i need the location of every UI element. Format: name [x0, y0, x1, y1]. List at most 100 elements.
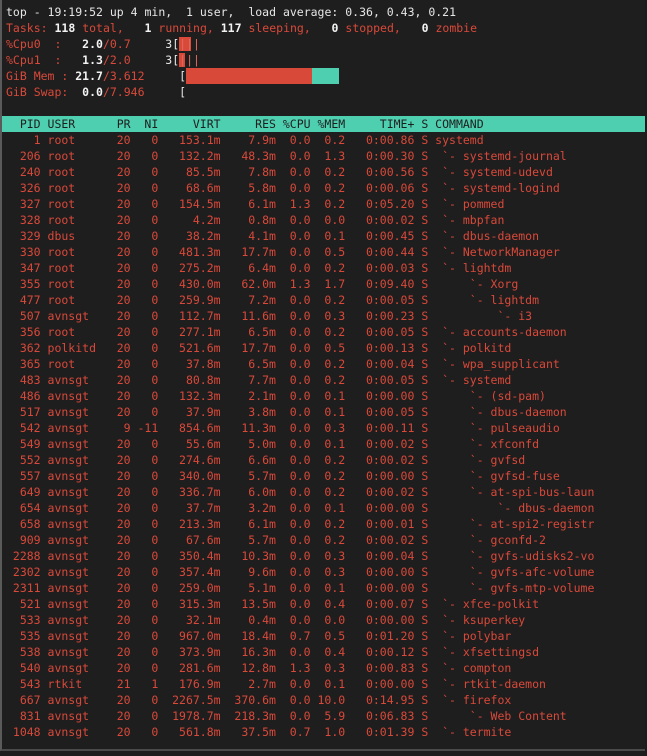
process-row[interactable]: 365 root 20 0 37.8m 6.5m 0.0 0.2 0:00.04 S `- wpa_…: [2, 356, 645, 372]
process-state: S: [421, 533, 429, 547]
process-row[interactable]: 1048 avnsgt 20 0 561.8m 37.5m 0.7 1.0 0:01.39 S `-…: [2, 724, 645, 740]
process-row[interactable]: 543 rtkit 21 1 176.9m 2.7m 0.0 0.1 0:00.00 S `- rt…: [2, 676, 645, 692]
process-row[interactable]: 507 avnsgt 20 0 112.7m 11.6m 0.0 0.3 0:00.23 S `- …: [2, 308, 645, 324]
process-row[interactable]: 667 avnsgt 20 0 2267.5m 370.6m 0.0 10.0 0:14.95 S…: [2, 692, 645, 708]
column-header-state[interactable]: S: [421, 117, 429, 131]
process-state: S: [421, 437, 429, 451]
process-pid: 2311: [12, 581, 41, 595]
process-time: 0:00.12: [365, 645, 415, 659]
process-row[interactable]: 2311 avnsgt 20 0 259.0m 5.1m 0.0 0.1 0:00.00 S `- …: [2, 580, 645, 596]
process-row[interactable]: 909 avnsgt 20 0 67.6m 5.7m 0.0 0.2 0:00.02 S `- gc…: [2, 532, 645, 548]
process-virt: 315.3m: [179, 597, 221, 611]
process-row[interactable]: 521 avnsgt 20 0 315.3m 13.5m 0.0 0.4 0:00.07 S `- …: [2, 596, 645, 612]
process-mem: 0.1: [324, 581, 346, 595]
process-pid: 330: [19, 245, 41, 259]
process-ni: 0: [151, 357, 159, 371]
process-row[interactable]: 355 root 20 0 430.0m 62.0m 1.3 1.7 0:09.40 S `- Xo…: [2, 276, 645, 292]
column-header-time[interactable]: TIME+: [379, 117, 415, 131]
process-row[interactable]: 658 avnsgt 20 0 213.3m 6.1m 0.0 0.2 0:00.01 S `- a…: [2, 516, 645, 532]
process-row[interactable]: 330 root 20 0 481.3m 17.7m 0.0 0.5 0:00.44 S `- Ne…: [2, 244, 645, 260]
process-command: `- accounts-daemon: [442, 325, 567, 339]
process-row[interactable]: 535 avnsgt 20 0 967.0m 18.4m 0.7 0.5 0:01.20 S `- …: [2, 628, 645, 644]
process-row[interactable]: 477 root 20 0 259.9m 7.2m 0.0 0.2 0:00.05 S `- lig…: [2, 292, 645, 308]
process-ni: 0: [151, 277, 159, 291]
process-cpu: 0.0: [289, 389, 311, 403]
process-pid: 507: [19, 309, 41, 323]
process-virt: 2267.5m: [172, 693, 221, 707]
process-cpu: 0.0: [289, 165, 311, 179]
process-row[interactable]: 831 avnsgt 20 0 1978.7m 218.3m 0.0 5.9 0:06.83 S `…: [2, 708, 645, 724]
process-row[interactable]: 240 root 20 0 85.5m 7.8m 0.0 0.2 0:00.56 S `- syst…: [2, 164, 645, 180]
process-res: 5.7m: [248, 469, 276, 483]
process-virt: 259.0m: [179, 581, 221, 595]
process-row[interactable]: 362 polkitd 20 0 521.6m 17.7m 0.0 0.5 0:00.13 S `-…: [2, 340, 645, 356]
process-row[interactable]: 328 root 20 0 4.2m 0.8m 0.0 0.0 0:00.02 S `- mbpfa…: [2, 212, 645, 228]
process-res: 5.7m: [248, 533, 276, 547]
column-header-mem[interactable]: %MEM: [317, 117, 346, 131]
process-row[interactable]: 2288 avnsgt 20 0 350.4m 10.3m 0.0 0.3 0:00.04 S `-…: [2, 548, 645, 564]
process-virt: 967.0m: [179, 629, 221, 643]
process-row[interactable]: 483 avnsgt 20 0 80.8m 7.7m 0.0 0.2 0:00.05 S `- sy…: [2, 372, 645, 388]
process-mem: 0.4: [324, 597, 346, 611]
cpu1-label: %Cpu1 :: [6, 53, 62, 67]
process-command: `- xfconfd: [469, 437, 540, 451]
process-row[interactable]: 347 root 20 0 275.2m 6.4m 0.0 0.2 0:00.03 S `- lig…: [2, 260, 645, 276]
process-state: S: [421, 357, 429, 371]
column-header-pr[interactable]: PR: [116, 117, 131, 131]
column-header-res[interactable]: RES: [255, 117, 276, 131]
process-row[interactable]: 649 avnsgt 20 0 336.7m 6.0m 0.0 0.2 0:00.02 S `- a…: [2, 484, 645, 500]
process-row[interactable]: 2302 avnsgt 20 0 357.4m 9.6m 0.0 0.3 0:00.00 S `- …: [2, 564, 645, 580]
process-row[interactable]: 654 avnsgt 20 0 37.7m 3.2m 0.0 0.1 0:00.00 S `- db…: [2, 500, 645, 516]
process-time: 0:00.00: [365, 677, 415, 691]
column-header-cpu[interactable]: %CPU: [282, 117, 311, 131]
process-pid: 542: [19, 421, 41, 435]
column-header-command[interactable]: COMMAND: [435, 117, 484, 131]
process-pid: 909: [19, 533, 41, 547]
mem-used: 21.7: [75, 69, 103, 83]
process-row[interactable]: 552 avnsgt 20 0 274.6m 6.6m 0.0 0.2 0:00.02 S `- g…: [2, 452, 645, 468]
process-pr: 20: [116, 293, 131, 307]
process-pid: 533: [19, 613, 41, 627]
process-row[interactable]: 206 root 20 0 132.2m 48.3m 0.0 1.3 0:00.30 S `- sy…: [2, 148, 645, 164]
process-pr: 20: [116, 645, 131, 659]
process-cpu: 0.0: [289, 693, 311, 707]
process-row[interactable]: 549 avnsgt 20 0 55.6m 5.0m 0.0 0.1 0:00.02 S `- xf…: [2, 436, 645, 452]
column-header-ni[interactable]: NI: [144, 117, 159, 131]
column-header-pid[interactable]: PID: [19, 117, 41, 131]
mem-bar-prefix: [: [179, 69, 187, 83]
process-row[interactable]: 326 root 20 0 68.6m 5.8m 0.0 0.2 0:00.06 S `- syst…: [2, 180, 645, 196]
process-row[interactable]: 517 avnsgt 20 0 37.9m 3.8m 0.0 0.1 0:00.05 S `- db…: [2, 404, 645, 420]
process-state: S: [421, 581, 429, 595]
process-row[interactable]: 538 avnsgt 20 0 373.9m 16.3m 0.0 0.4 0:00.12 S `- …: [2, 644, 645, 660]
process-row[interactable]: 329 dbus 20 0 38.2m 4.1m 0.0 0.1 0:00.45 S `- dbus…: [2, 228, 645, 244]
process-row[interactable]: 486 avnsgt 20 0 132.3m 2.1m 0.0 0.1 0:00.00 S `- (…: [2, 388, 645, 404]
process-mem: 0.2: [324, 133, 346, 147]
process-row[interactable]: 533 avnsgt 20 0 32.1m 0.4m 0.0 0.0 0:00.00 S `- ks…: [2, 612, 645, 628]
process-user: avnsgt: [47, 517, 90, 531]
process-pid: 365: [19, 357, 41, 371]
process-pr: 20: [116, 149, 131, 163]
process-state: S: [421, 261, 429, 275]
process-pid: 2288: [12, 549, 41, 563]
process-virt: 561.8m: [179, 725, 221, 739]
process-ni: 0: [151, 213, 159, 227]
process-row[interactable]: 557 avnsgt 20 0 340.0m 5.7m 0.0 0.2 0:00.00 S `- g…: [2, 468, 645, 484]
process-pr: 20: [116, 133, 131, 147]
process-state: S: [421, 181, 429, 195]
process-row[interactable]: 542 avnsgt 9 -11 854.6m 11.3m 0.0 0.3 0:00.11 S `-…: [2, 420, 645, 436]
column-header-user[interactable]: USER: [47, 117, 76, 131]
process-ni: 0: [151, 485, 159, 499]
process-row[interactable]: 356 root 20 0 277.1m 6.5m 0.0 0.2 0:00.05 S `- acc…: [2, 324, 645, 340]
process-row[interactable]: 540 avnsgt 20 0 281.6m 12.8m 1.3 0.3 0:00.83 S `- …: [2, 660, 645, 676]
process-virt: 281.6m: [179, 661, 221, 675]
process-command: `- systemd: [442, 373, 512, 387]
process-res: 62.0m: [241, 277, 276, 291]
process-cpu: 0.0: [289, 453, 311, 467]
column-header-virt[interactable]: VIRT: [192, 117, 221, 131]
process-command: `- ksuperkey: [442, 613, 526, 627]
process-row[interactable]: 327 root 20 0 154.5m 6.1m 1.3 0.2 0:05.20 S `- pom…: [2, 196, 645, 212]
mem-label: GiB Mem :: [6, 69, 69, 83]
process-mem: 0.5: [324, 341, 346, 355]
